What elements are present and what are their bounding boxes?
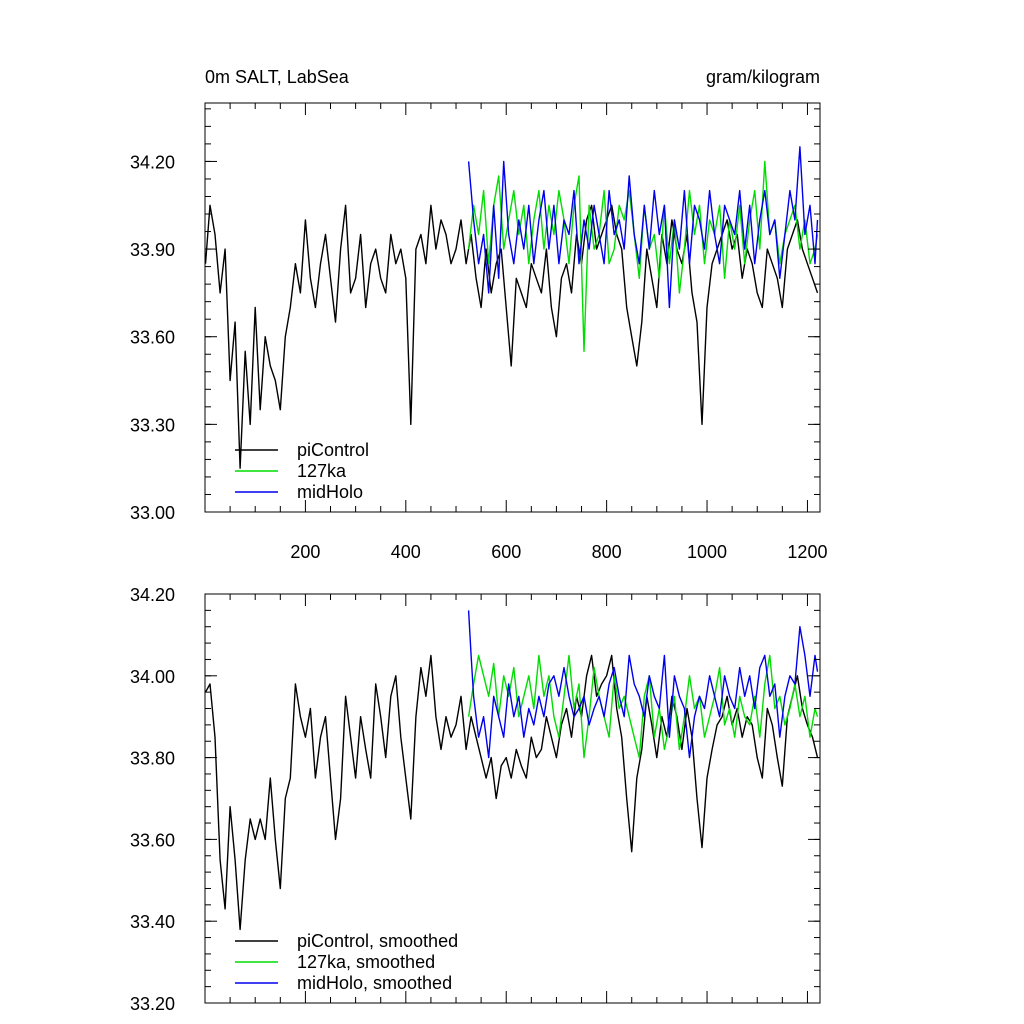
legend-label: piControl, smoothed xyxy=(297,931,458,951)
y-tick-label: 33.20 xyxy=(130,994,175,1014)
series-line-picontrol xyxy=(204,204,819,469)
bottom-panel: 33.20 33.40 33.60 33.80 34.00 34.20 piControl,… xyxy=(130,585,821,1014)
y-tick-label: 34.20 xyxy=(130,585,175,605)
plot-frame xyxy=(204,593,821,1004)
series-line-picontrol-smoothed xyxy=(204,654,819,931)
y-tick-label: 33.80 xyxy=(130,749,175,769)
y-tick-label: 33.60 xyxy=(130,328,175,348)
plot-frame xyxy=(204,102,821,513)
y-tick-label: 33.90 xyxy=(130,240,175,260)
y-tick-label: 33.00 xyxy=(130,503,175,523)
series-line-midholo-smoothed xyxy=(467,610,819,759)
legend-label: piControl xyxy=(297,440,369,460)
x-tick-label: 800 xyxy=(592,542,622,562)
series-line-127ka-smoothed xyxy=(467,654,819,759)
y-tick-label: 34.00 xyxy=(130,667,175,687)
y-tick-label: 33.60 xyxy=(130,830,175,850)
top-panel: 33.00 33.30 33.60 33.90 34.20 200 400 600 800 100… xyxy=(130,102,827,562)
x-tick-label: 1000 xyxy=(687,542,727,562)
legend-label: 127ka xyxy=(297,461,347,481)
y-tick-label: 33.40 xyxy=(130,912,175,932)
x-tick-label: 1200 xyxy=(787,542,827,562)
chart-title: 0m SALT, LabSea xyxy=(205,67,350,87)
x-tick-label: 200 xyxy=(290,542,320,562)
y-tick-label: 34.20 xyxy=(130,152,175,172)
y-tick-label: 33.30 xyxy=(130,415,175,435)
x-tick-label: 400 xyxy=(391,542,421,562)
legend-label: midHolo xyxy=(297,482,363,502)
legend-label: midHolo, smoothed xyxy=(297,973,452,993)
series-line-127ka xyxy=(467,160,819,352)
legend-label: 127ka, smoothed xyxy=(297,952,435,972)
units-label: gram/kilogram xyxy=(706,67,820,87)
x-tick-label: 600 xyxy=(491,542,521,562)
series-line-midholo xyxy=(467,146,819,309)
